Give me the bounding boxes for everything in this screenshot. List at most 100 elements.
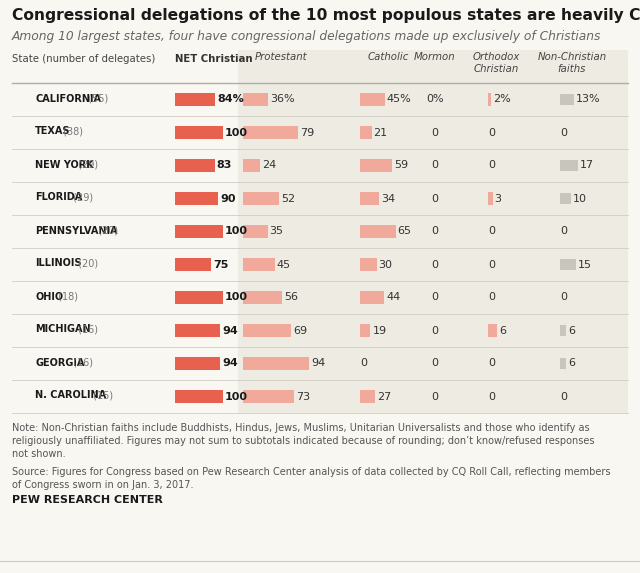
Text: 0: 0 [560, 292, 567, 303]
Text: 2%: 2% [493, 95, 511, 104]
Bar [243, 390, 294, 403]
Bar [243, 93, 268, 106]
Bar [488, 324, 497, 337]
Text: MICHIGAN: MICHIGAN [35, 324, 91, 335]
Text: 94: 94 [222, 359, 238, 368]
Text: 30: 30 [378, 260, 392, 269]
Text: 84%: 84% [218, 95, 244, 104]
Text: 75: 75 [213, 260, 228, 269]
Text: Non-Christian
faiths: Non-Christian faiths [538, 52, 607, 73]
Text: 34: 34 [381, 194, 395, 203]
Bar [175, 258, 211, 271]
Text: PEW RESEARCH CENTER: PEW RESEARCH CENTER [12, 495, 163, 505]
Text: (15): (15) [90, 391, 113, 401]
Text: 15: 15 [578, 260, 592, 269]
Text: 0: 0 [488, 391, 495, 402]
Text: State (number of delegates): State (number of delegates) [12, 54, 156, 64]
Bar [243, 324, 291, 337]
Text: 79: 79 [300, 128, 314, 138]
Text: 27: 27 [377, 391, 391, 402]
Text: PENNSYLVANIA: PENNSYLVANIA [35, 226, 118, 236]
Text: Congressional delegations of the 10 most populous states are heavily Christian: Congressional delegations of the 10 most… [12, 8, 640, 23]
Text: Among 10 largest states, four have congressional delegations made up exclusively: Among 10 largest states, four have congr… [12, 30, 602, 43]
Text: N. CAROLINA: N. CAROLINA [35, 391, 106, 401]
Text: 0: 0 [560, 391, 567, 402]
Text: 45%: 45% [387, 95, 412, 104]
Bar [560, 259, 576, 270]
Text: Mormon: Mormon [414, 52, 456, 62]
Bar [560, 193, 571, 204]
Bar [360, 93, 385, 106]
Text: 0: 0 [560, 128, 567, 138]
Text: 94: 94 [311, 359, 325, 368]
Bar [488, 192, 493, 205]
Bar [243, 291, 282, 304]
Text: 10: 10 [573, 194, 587, 203]
Text: 6: 6 [568, 325, 575, 336]
Text: 45: 45 [276, 260, 291, 269]
Bar [360, 126, 372, 139]
Text: NET Christian: NET Christian [175, 54, 253, 64]
Text: 21: 21 [374, 128, 388, 138]
Text: 0: 0 [431, 359, 438, 368]
Bar [175, 390, 223, 403]
Text: 0: 0 [488, 128, 495, 138]
Text: 6: 6 [499, 325, 506, 336]
Text: 90: 90 [220, 194, 236, 203]
Text: 56: 56 [284, 292, 298, 303]
Bar [360, 390, 375, 403]
Text: 0: 0 [360, 359, 367, 368]
Text: (16): (16) [75, 324, 98, 335]
Text: 19: 19 [372, 325, 387, 336]
Text: 0: 0 [560, 226, 567, 237]
Bar [360, 324, 371, 337]
Bar [243, 159, 260, 172]
Text: 3: 3 [495, 194, 502, 203]
Text: 0: 0 [488, 160, 495, 171]
Bar [243, 258, 275, 271]
Text: 52: 52 [282, 194, 296, 203]
Bar [243, 192, 280, 205]
Bar [360, 159, 392, 172]
Text: CALIFORNIA: CALIFORNIA [35, 93, 101, 104]
Text: Catholic: Catholic [367, 52, 409, 62]
Text: 100: 100 [225, 292, 248, 303]
Text: 0: 0 [488, 260, 495, 269]
Bar [238, 50, 628, 413]
Text: 36%: 36% [270, 95, 295, 104]
Bar [488, 93, 491, 106]
Text: (18): (18) [55, 292, 78, 301]
Bar [360, 192, 379, 205]
Text: (20): (20) [95, 226, 118, 236]
Bar [175, 357, 220, 370]
Text: 0: 0 [431, 325, 438, 336]
Text: 0: 0 [488, 359, 495, 368]
Text: Orthodox
Christian: Orthodox Christian [472, 52, 520, 73]
Text: 35: 35 [269, 226, 284, 237]
Text: 0: 0 [431, 292, 438, 303]
Text: FLORIDA: FLORIDA [35, 193, 83, 202]
Text: OHIO: OHIO [35, 292, 63, 301]
Text: GEORGIA: GEORGIA [35, 358, 84, 367]
Bar [560, 160, 578, 171]
Text: 100: 100 [225, 226, 248, 237]
Text: 0: 0 [431, 260, 438, 269]
Bar [360, 258, 376, 271]
Bar [175, 225, 223, 238]
Text: 0: 0 [431, 160, 438, 171]
Text: Source: Figures for Congress based on Pew Research Center analysis of data colle: Source: Figures for Congress based on Pe… [12, 467, 611, 490]
Bar [360, 225, 396, 238]
Text: 73: 73 [296, 391, 310, 402]
Text: (16): (16) [70, 358, 93, 367]
Bar [360, 291, 384, 304]
Text: 100: 100 [225, 128, 248, 138]
Text: 59: 59 [394, 160, 408, 171]
Text: 83: 83 [217, 160, 232, 171]
Bar [243, 357, 309, 370]
Text: (38): (38) [60, 127, 83, 136]
Text: NEW YORK: NEW YORK [35, 159, 93, 170]
Text: Note: Non-Christian faiths include Buddhists, Hindus, Jews, Muslims, Unitarian U: Note: Non-Christian faiths include Buddh… [12, 423, 595, 460]
Text: 24: 24 [262, 160, 276, 171]
Text: 0: 0 [488, 292, 495, 303]
Bar [175, 192, 218, 205]
